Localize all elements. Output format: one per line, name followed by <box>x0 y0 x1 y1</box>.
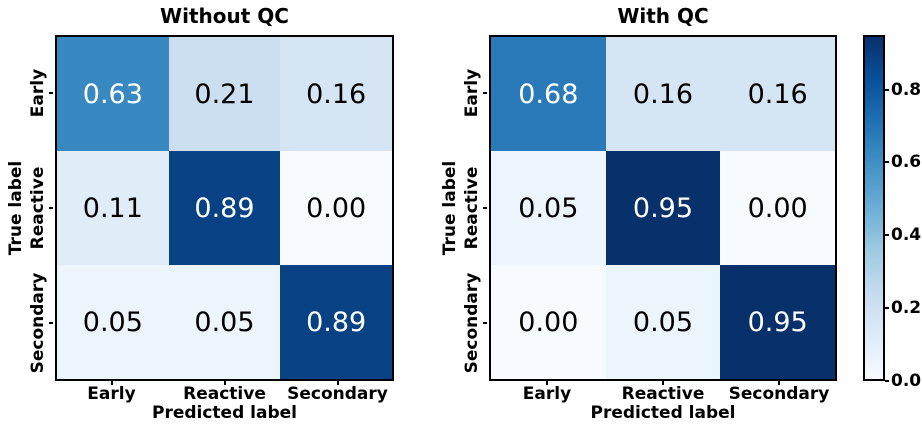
heatmap-cell: 0.05 <box>491 151 606 265</box>
y-tick-label: Early <box>462 68 482 117</box>
heatmap-cell: 0.21 <box>168 37 281 151</box>
x-tick-label: Secondary <box>728 384 830 404</box>
y-axis-label-left: True label <box>6 160 26 256</box>
x-tick-label: Reactive <box>621 384 705 404</box>
colorbar-tick-mark <box>885 88 889 91</box>
y-tick-label: Reactive <box>462 166 482 250</box>
x-tick-mark <box>662 381 664 385</box>
heatmap-cell: 0.95 <box>720 265 835 379</box>
colorbar-tick-mark <box>885 307 889 310</box>
heatmap-cell: 0.00 <box>720 151 835 265</box>
chart-title-with-qc: With QC <box>617 4 709 28</box>
heatmap-cell: 0.89 <box>280 265 392 379</box>
heatmap-cell: 0.00 <box>280 151 392 265</box>
colorbar-tick-label: 0.4 <box>891 225 922 246</box>
x-tick-mark <box>223 381 226 385</box>
y-tick-label: Early <box>28 68 48 117</box>
colorbar-tick-label: 0.6 <box>891 152 922 173</box>
colorbar-tick-label: 0.2 <box>891 298 922 319</box>
heatmap-cell: 0.68 <box>491 37 606 151</box>
heatmap-cell: 0.00 <box>491 265 606 379</box>
chart-title-without-qc: Without QC <box>160 4 289 28</box>
heatmap-cell: 0.95 <box>605 151 721 265</box>
heatmap-cell: 0.63 <box>57 37 169 151</box>
heatmap-cell: 0.16 <box>280 37 392 151</box>
colorbar-tick-label: 0.0 <box>891 371 922 391</box>
y-tick-mark <box>49 91 53 94</box>
y-tick-label: Secondary <box>28 272 48 374</box>
heatmap-with-qc: 0.68 0.16 0.16 0.05 0.95 0.00 0.00 0.05 0.95 <box>489 35 837 381</box>
colorbar-gradient <box>863 35 885 381</box>
y-tick-mark <box>483 322 487 325</box>
heatmap-cell: 0.89 <box>168 151 281 265</box>
x-tick-mark <box>778 381 780 385</box>
y-tick-label: Reactive <box>28 166 48 250</box>
x-tick-label: Secondary <box>287 384 388 404</box>
y-tick-mark <box>483 91 487 94</box>
heatmap-cell: 0.16 <box>720 37 835 151</box>
y-axis-label-right: True label <box>440 160 460 256</box>
x-tick-mark <box>546 381 548 385</box>
heatmap-cell: 0.05 <box>605 265 721 379</box>
colorbar-tick-label: 0.8 <box>891 79 922 100</box>
x-tick-label: Early <box>87 384 136 404</box>
y-tick-mark <box>49 207 53 209</box>
x-axis-label-left: Predicted label <box>151 403 297 423</box>
colorbar-tick-mark <box>885 161 889 164</box>
heatmap-cell: 0.16 <box>605 37 721 151</box>
x-tick-mark <box>110 381 113 385</box>
heatmap-cell: 0.11 <box>57 151 169 265</box>
heatmap-without-qc: 0.63 0.21 0.16 0.11 0.89 0.00 0.05 0.05 0.89 <box>55 35 394 381</box>
x-tick-mark <box>336 381 339 385</box>
y-tick-mark <box>483 207 487 209</box>
heatmap-cell: 0.05 <box>168 265 281 379</box>
x-axis-label-right: Predicted label <box>590 403 736 423</box>
y-tick-label: Secondary <box>462 272 482 374</box>
x-tick-label: Early <box>522 384 572 404</box>
y-tick-mark <box>49 322 53 325</box>
heatmap-cell: 0.05 <box>57 265 169 379</box>
x-tick-label: Reactive <box>183 384 266 404</box>
colorbar-tick-mark <box>885 234 889 237</box>
colorbar-tick-mark <box>885 380 889 382</box>
